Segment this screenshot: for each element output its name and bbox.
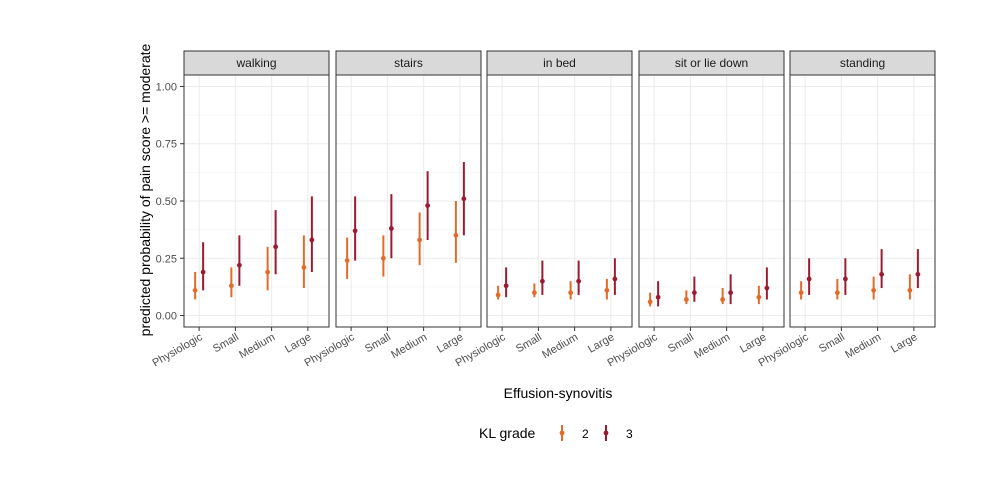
x-tick-label: Physiologic bbox=[302, 331, 357, 369]
x-tick-label: Small bbox=[817, 331, 847, 355]
y-axis-title: predicted probability of pain score >= m… bbox=[137, 43, 153, 336]
data-point-standing-kl3-physiologic bbox=[806, 276, 812, 282]
data-point-in-bed-kl2-large bbox=[604, 287, 610, 293]
data-point-walking-kl2-small bbox=[228, 283, 234, 289]
data-point-standing-kl2-medium bbox=[871, 287, 877, 293]
x-axis-title: Effusion-synovitis bbox=[504, 385, 613, 401]
x-tick-label: Small bbox=[363, 331, 393, 355]
y-tick-label: 1.00 bbox=[156, 81, 177, 93]
data-point-walking-kl2-medium bbox=[265, 269, 271, 275]
x-tick-label: Large bbox=[283, 331, 313, 355]
data-point-stairs-kl2-physiologic bbox=[344, 258, 350, 263]
data-point-stairs-kl3-small bbox=[388, 226, 394, 231]
facet-strip-label-in-bed: in bed bbox=[543, 56, 576, 70]
legend-title: KL grade bbox=[479, 425, 536, 441]
legend-label-kl2: 2 bbox=[582, 427, 589, 441]
data-point-standing-kl2-small bbox=[834, 290, 840, 296]
data-point-in-bed-kl3-medium bbox=[576, 278, 582, 284]
x-tick-label: Physiologic bbox=[605, 331, 660, 369]
data-point-sit-or-lie-down-kl2-physiologic bbox=[647, 299, 653, 305]
x-tick-label: Small bbox=[666, 331, 696, 355]
facet-strip-label-standing: standing bbox=[840, 56, 885, 70]
x-tick-label: Large bbox=[435, 331, 465, 355]
facet-strip-sit-or-lie-down bbox=[638, 50, 785, 76]
legend-key-point-kl2 bbox=[559, 430, 565, 436]
data-point-walking-kl3-small bbox=[236, 262, 242, 268]
x-tick-label: Small bbox=[211, 331, 241, 355]
data-point-standing-kl2-physiologic bbox=[798, 290, 804, 296]
facet-strip-stairs bbox=[335, 50, 482, 76]
data-point-standing-kl2-large bbox=[907, 287, 913, 293]
data-point-walking-kl3-medium bbox=[273, 244, 279, 250]
x-tick-label: Large bbox=[889, 331, 919, 355]
data-point-sit-or-lie-down-kl2-medium bbox=[720, 297, 726, 302]
data-point-sit-or-lie-down-kl3-large bbox=[764, 285, 770, 291]
facet-strip-standing bbox=[789, 50, 936, 76]
data-point-stairs-kl2-large bbox=[453, 232, 459, 238]
x-tick-label: Medium bbox=[692, 331, 732, 361]
facet-strip-walking bbox=[183, 50, 330, 76]
data-point-in-bed-kl2-physiologic bbox=[495, 292, 501, 298]
facet-strip-in-bed bbox=[486, 50, 633, 76]
data-point-sit-or-lie-down-kl2-small bbox=[683, 297, 689, 302]
legend-key-point-kl3 bbox=[603, 430, 609, 436]
data-point-standing-kl3-small bbox=[842, 276, 848, 282]
data-point-in-bed-kl3-small bbox=[539, 278, 545, 284]
x-tick-label: Large bbox=[738, 331, 768, 355]
data-point-walking-kl3-physiologic bbox=[200, 269, 206, 275]
data-point-standing-kl3-medium bbox=[879, 271, 885, 277]
x-tick-label: Large bbox=[586, 331, 616, 355]
data-point-walking-kl3-large bbox=[309, 237, 315, 243]
data-point-standing-kl3-large bbox=[915, 271, 921, 277]
x-tick-label: Medium bbox=[237, 331, 277, 361]
x-tick-label: Small bbox=[514, 331, 544, 355]
data-point-in-bed-kl3-large bbox=[612, 276, 618, 282]
x-tick-label: Medium bbox=[843, 331, 883, 361]
data-point-in-bed-kl2-small bbox=[531, 290, 537, 296]
x-tick-label: Medium bbox=[540, 331, 580, 361]
y-tick-label: 0.00 bbox=[156, 311, 177, 323]
facet-strip-label-stairs: stairs bbox=[394, 56, 423, 70]
x-tick-label: Physiologic bbox=[150, 331, 205, 369]
data-point-walking-kl2-large bbox=[301, 265, 307, 270]
data-point-sit-or-lie-down-kl3-medium bbox=[728, 290, 734, 296]
data-point-in-bed-kl2-medium bbox=[568, 290, 574, 296]
data-point-walking-kl2-physiologic bbox=[192, 287, 198, 293]
legend: KL grade 2 3 bbox=[479, 425, 633, 441]
y-tick-label: 0.50 bbox=[156, 196, 177, 208]
data-point-stairs-kl3-medium bbox=[425, 203, 431, 208]
x-tick-label: Medium bbox=[389, 331, 429, 361]
facet-strip-label-sit-or-lie-down: sit or lie down bbox=[675, 56, 748, 70]
data-point-stairs-kl3-large bbox=[461, 196, 467, 202]
facet-strip-label-walking: walking bbox=[235, 56, 276, 70]
data-point-sit-or-lie-down-kl3-physiologic bbox=[655, 294, 661, 300]
data-point-stairs-kl3-physiologic bbox=[352, 228, 358, 234]
data-point-stairs-kl2-medium bbox=[417, 237, 423, 243]
data-point-in-bed-kl3-physiologic bbox=[503, 283, 509, 289]
y-tick-label: 0.75 bbox=[156, 139, 177, 151]
data-point-stairs-kl2-small bbox=[380, 255, 386, 261]
legend-label-kl3: 3 bbox=[626, 427, 633, 441]
data-point-sit-or-lie-down-kl2-large bbox=[756, 294, 762, 300]
data-point-sit-or-lie-down-kl3-small bbox=[691, 290, 697, 296]
y-tick-label: 0.25 bbox=[156, 253, 177, 265]
